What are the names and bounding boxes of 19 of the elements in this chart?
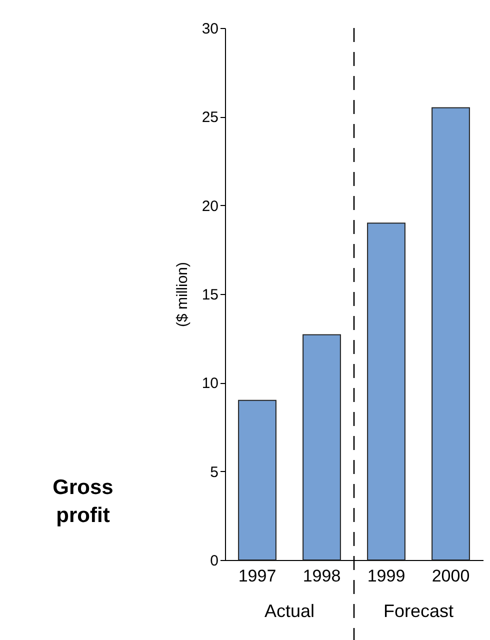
text: Gross profit: [52, 476, 114, 527]
y-tick-label: 25: [202, 109, 218, 126]
x-tick-label: 1998: [302, 566, 341, 586]
x-tick-label: 1997: [238, 566, 276, 586]
y-tick-label: 0: [210, 552, 218, 570]
y-tick-label: 30: [202, 20, 218, 38]
bar: [238, 400, 276, 560]
y-tick-label: 10: [202, 375, 218, 392]
y-axis-title: ($ million): [174, 262, 191, 328]
bar: [367, 222, 406, 560]
y-tick-label: 15: [202, 286, 218, 304]
y-tick-label: 5: [210, 464, 218, 481]
bar: [302, 334, 341, 560]
x-tick-label: 2000: [432, 566, 470, 586]
bar: [432, 107, 470, 560]
text: Actual: [264, 601, 315, 621]
text: Forecast: [383, 601, 454, 621]
y-tick-label: 20: [202, 198, 218, 215]
x-tick-label: 1999: [367, 566, 406, 586]
